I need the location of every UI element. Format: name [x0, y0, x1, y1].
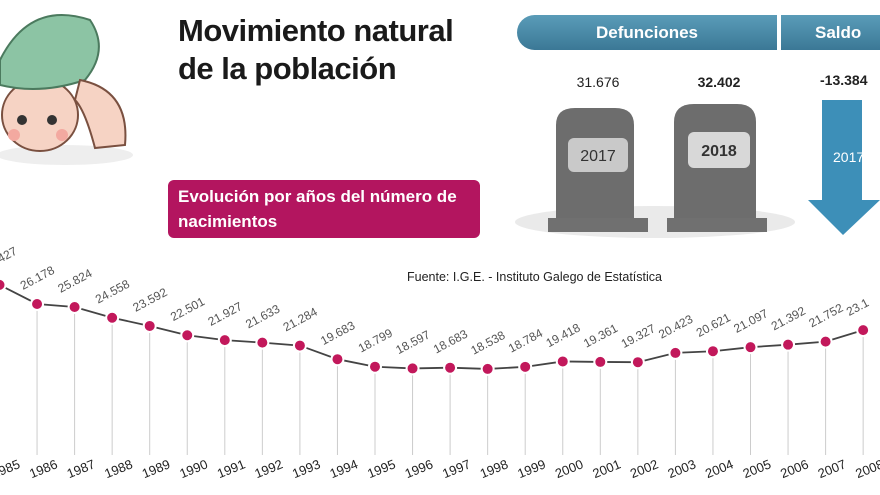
x-tick-label: 1995	[365, 456, 397, 481]
point	[0, 277, 7, 292]
point	[668, 345, 683, 360]
x-tick-label: 2003	[665, 456, 697, 481]
defunciones-header: Defunciones	[517, 15, 777, 50]
source: Fuente: I.G.E. - Instituto Galego de Est…	[407, 270, 662, 284]
x-tick-label: 1998	[478, 456, 510, 481]
value-label: 18.784	[506, 326, 545, 356]
value-label: 20.621	[694, 310, 733, 340]
point	[518, 359, 533, 374]
x-tick-label: 1990	[177, 456, 209, 481]
point	[105, 310, 120, 325]
point	[743, 340, 758, 355]
x-tick-label: 2006	[778, 456, 810, 481]
point	[368, 359, 382, 374]
value-label: 20.423	[656, 312, 695, 342]
value-label: 21.633	[243, 302, 282, 332]
x-tick-label: 1986	[27, 456, 59, 481]
value-label: 23.592	[131, 285, 170, 315]
value-label: 23.1	[844, 295, 871, 318]
x-tick-label: 1992	[252, 456, 284, 481]
value-label: 22.501	[168, 294, 207, 324]
saldo-header: Saldo	[781, 15, 880, 50]
point	[255, 335, 270, 350]
x-tick-label: 2007	[816, 456, 848, 481]
x-tick-label: 2000	[553, 456, 585, 481]
x-tick-label: 1999	[515, 456, 547, 481]
point	[555, 354, 570, 369]
point	[142, 318, 157, 333]
subtitle: Evolución por años del número de nacimie…	[168, 180, 480, 238]
value-label: 26.178	[18, 263, 57, 293]
x-tick-label: 1997	[440, 456, 472, 481]
point	[781, 337, 796, 352]
x-tick-label: 2002	[628, 456, 660, 481]
x-tick-label: 1996	[403, 456, 435, 481]
value-label: 19.683	[318, 318, 357, 348]
value-label: 28.427	[0, 244, 20, 274]
x-tick-label: 1989	[140, 456, 172, 481]
point	[67, 299, 82, 314]
saldo-year: 2017	[833, 149, 864, 165]
value-label: 18.597	[393, 327, 432, 357]
x-tick-label: 1991	[215, 456, 247, 481]
point	[818, 334, 833, 349]
value-label: 19.327	[619, 321, 658, 351]
value-label: 18.799	[356, 326, 395, 356]
x-tick-label: 2008	[853, 456, 880, 481]
point	[443, 360, 458, 375]
value-label: 18.683	[431, 327, 470, 357]
x-tick-label: 1985	[0, 456, 22, 481]
stone-year: 2018	[701, 143, 737, 160]
x-tick-label: 1994	[328, 456, 360, 481]
point	[217, 333, 232, 348]
x-tick-label: 2001	[590, 456, 622, 481]
stone-year: 2017	[580, 148, 616, 165]
value-label: 25.824	[55, 266, 94, 296]
point	[405, 361, 420, 376]
baby-illustration	[0, 14, 133, 165]
death-count: 32.402	[698, 74, 741, 90]
point	[593, 354, 608, 369]
tombstones	[515, 100, 880, 238]
death-count: 31.676	[577, 74, 620, 90]
value-label: 19.361	[581, 321, 620, 351]
point	[292, 338, 307, 353]
value-label: 21.927	[206, 299, 245, 329]
point	[180, 328, 195, 343]
value-label: 24.558	[93, 277, 132, 307]
x-tick-label: 1987	[65, 456, 97, 481]
title: Movimiento natural de la población	[178, 13, 454, 86]
x-tick-label: 2004	[703, 456, 735, 481]
point	[856, 323, 871, 338]
point	[480, 361, 495, 376]
x-tick-label: 1993	[290, 456, 322, 481]
value-label: 18.538	[468, 328, 507, 358]
point	[630, 355, 645, 370]
value-label: 19.418	[544, 320, 583, 350]
point	[30, 296, 45, 311]
point	[705, 344, 720, 359]
x-tick-label: 1988	[102, 456, 134, 481]
value-label: 21.392	[769, 304, 808, 334]
value-label: 21.752	[806, 301, 845, 331]
point	[330, 352, 345, 367]
saldo-value: -13.384	[820, 72, 868, 88]
value-label: 21.097	[731, 306, 770, 336]
x-tick-label: 2005	[741, 456, 773, 481]
value-label: 21.284	[281, 304, 320, 334]
